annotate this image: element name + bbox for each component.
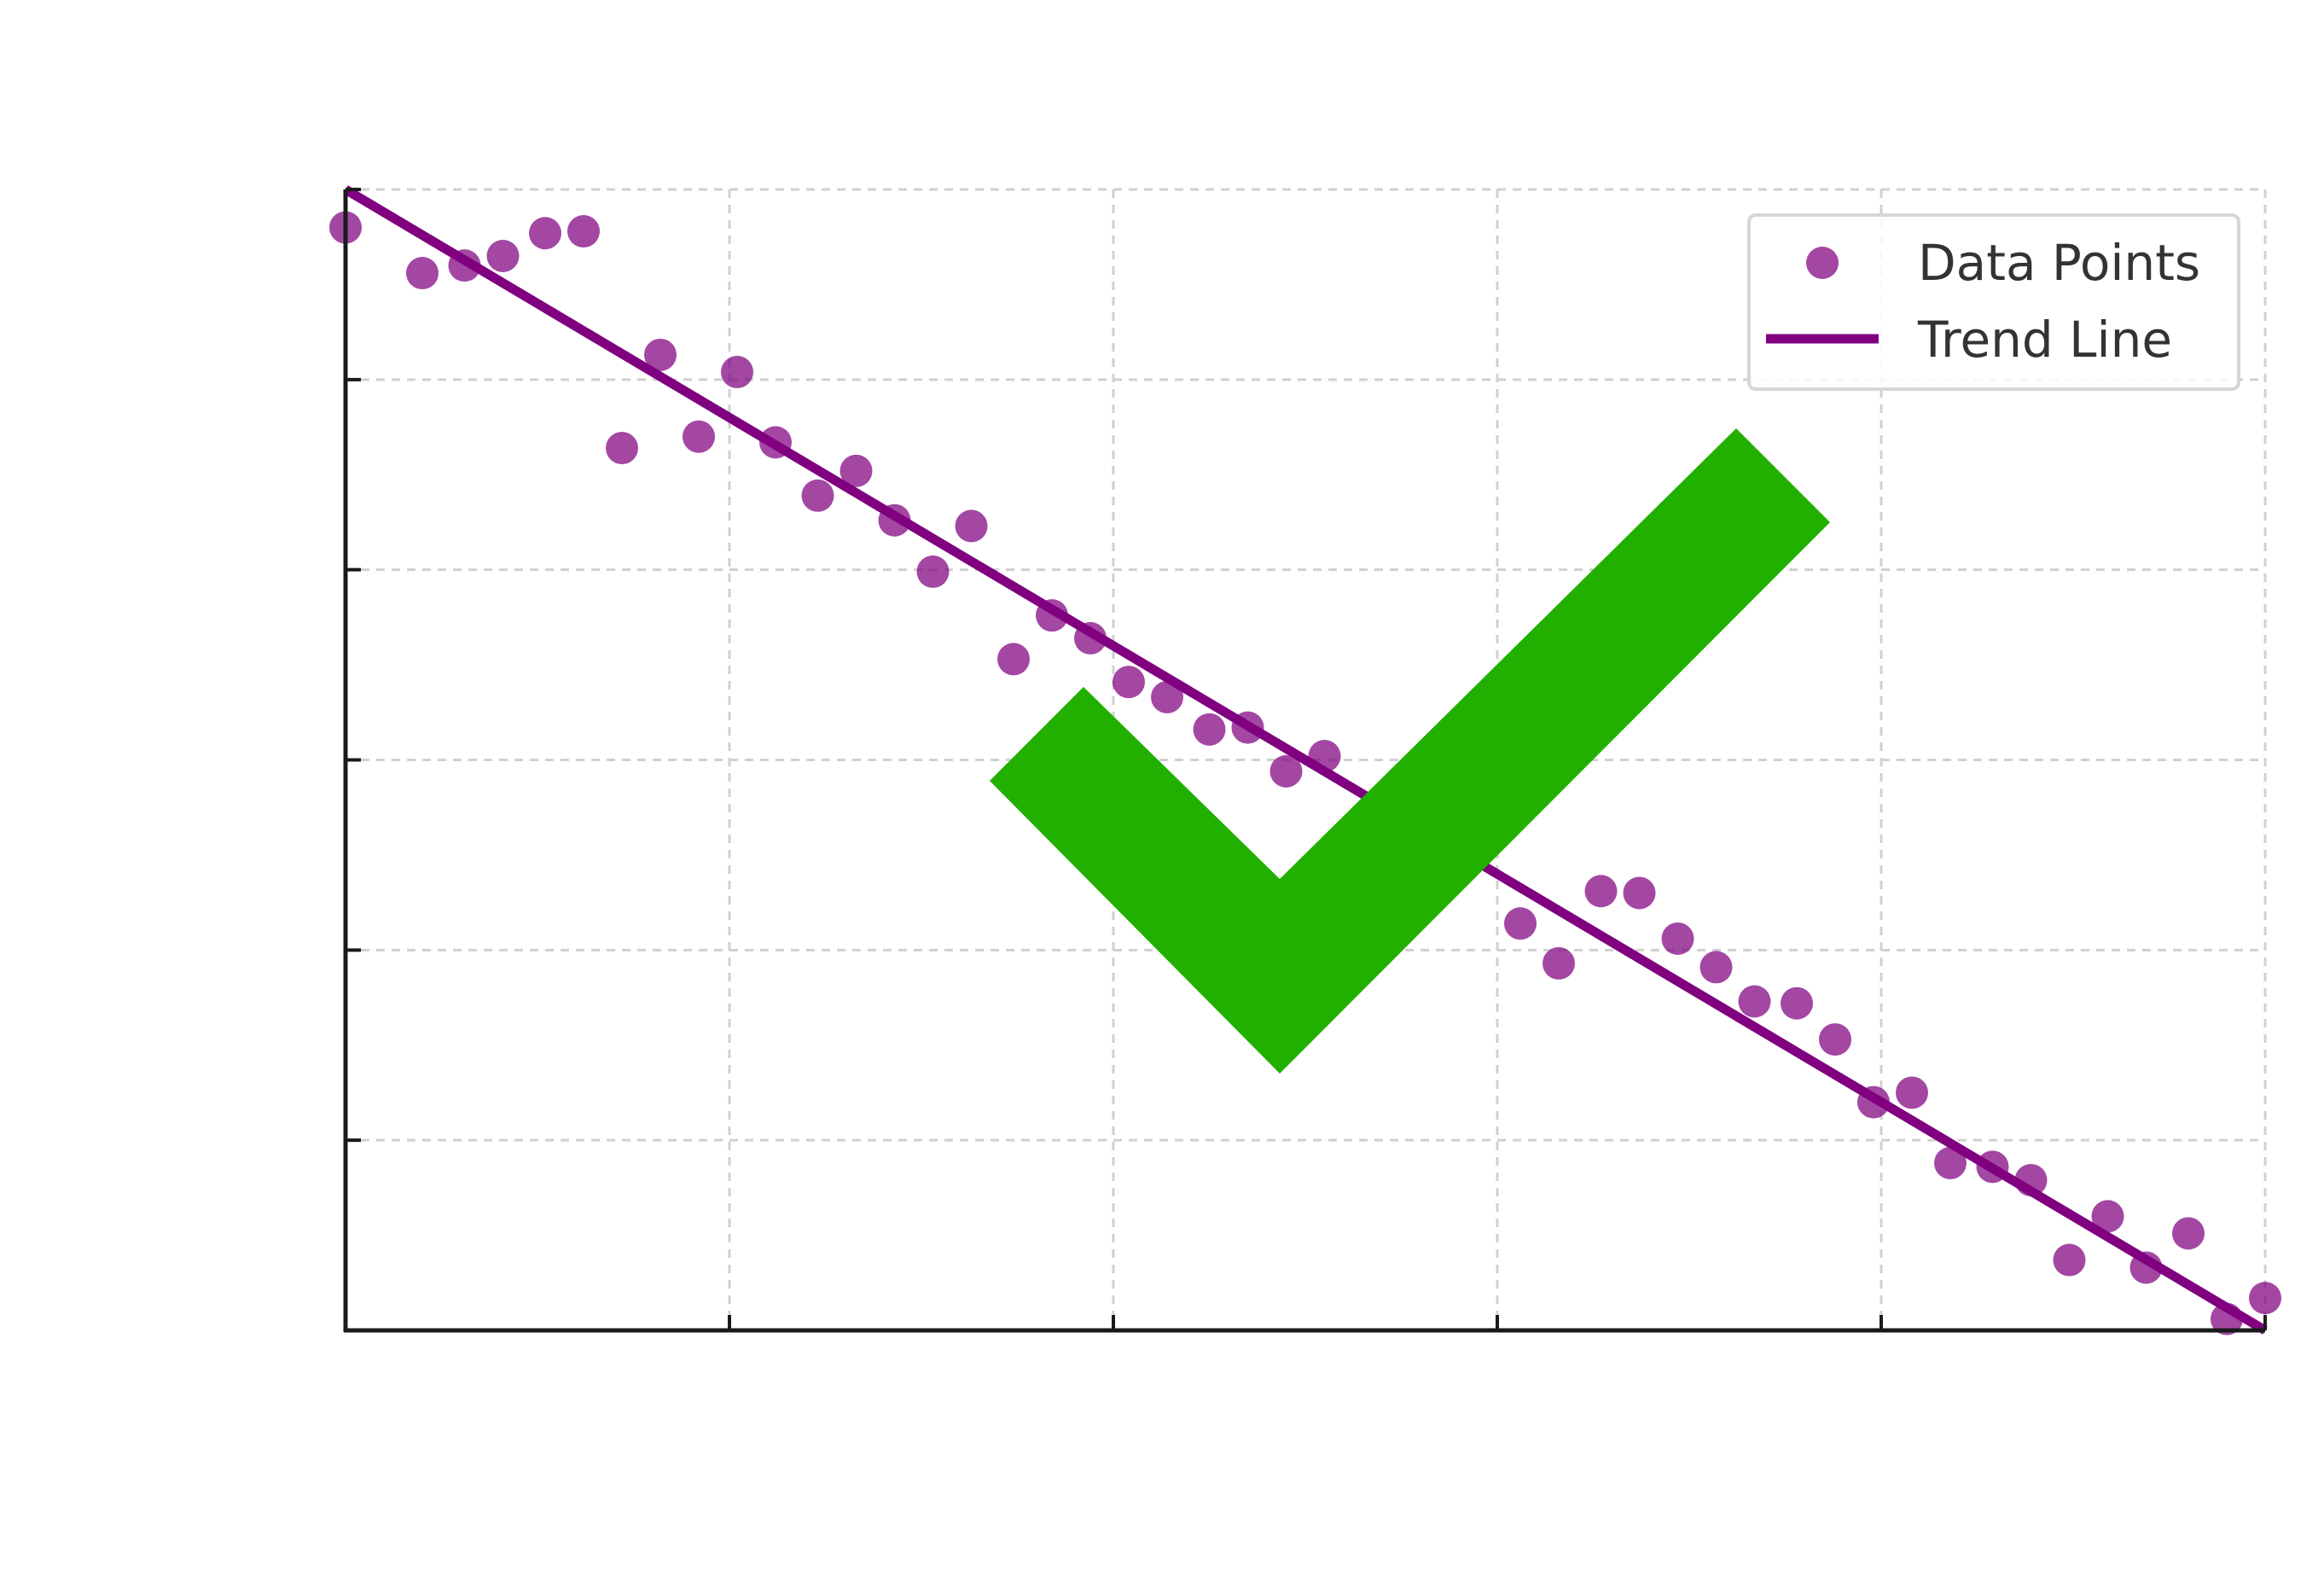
data-point: [759, 426, 792, 459]
data-point: [567, 215, 600, 248]
data-point: [1934, 1146, 1967, 1179]
data-point: [1269, 754, 1303, 788]
data-point: [2129, 1251, 2163, 1284]
data-point: [2172, 1217, 2205, 1250]
legend-marker-data-points: [1806, 247, 1839, 279]
data-point: [1231, 711, 1264, 744]
data-point: [529, 217, 561, 250]
data-point: [1857, 1085, 1890, 1119]
legend: Data Points Trend Line: [1747, 213, 2240, 391]
data-point: [840, 454, 873, 487]
data-point: [1623, 876, 1656, 910]
data-point: [2053, 1243, 2086, 1277]
data-point: [448, 249, 481, 282]
legend-label-trend-line: Trend Line: [1917, 311, 2172, 369]
data-point: [2014, 1163, 2048, 1196]
data-point: [955, 509, 988, 543]
data-point: [878, 503, 911, 537]
data-point: [2249, 1282, 2281, 1315]
legend-label-data-points: Data Points: [1918, 234, 2200, 292]
data-point: [606, 432, 638, 465]
trend-line: [343, 185, 2268, 1335]
data-point: [1074, 621, 1107, 655]
data-point: [997, 643, 1030, 676]
data-point: [1738, 985, 1771, 1018]
data-point: [683, 420, 715, 453]
data-point: [486, 239, 520, 272]
legend-box: [1747, 213, 2240, 391]
data-point: [1699, 951, 1733, 984]
data-point: [2211, 1302, 2243, 1336]
data-point: [1504, 907, 1537, 940]
data-point: [1976, 1150, 2009, 1184]
axes-layer: [343, 188, 2267, 1333]
data-point: [1308, 740, 1341, 773]
data-point: [1193, 713, 1226, 746]
data-point: [1781, 986, 1813, 1020]
data-point: [1151, 680, 1183, 713]
data-point: [1819, 1023, 1851, 1056]
data-point: [916, 555, 950, 588]
trend-layer: [343, 185, 2268, 1335]
data-point: [406, 257, 439, 290]
data-point: [2091, 1200, 2124, 1233]
data-point: [1896, 1076, 1928, 1109]
data-point: [1584, 875, 1618, 908]
data-point: [1543, 946, 1575, 980]
data-point: [1036, 599, 1068, 632]
data-point: [721, 355, 753, 388]
data-point: [1113, 666, 1145, 699]
check-mark-icon: [990, 428, 1830, 1074]
points-layer: [329, 211, 2281, 1336]
data-point: [801, 479, 834, 512]
overlay-layer: [990, 428, 1830, 1074]
data-point: [1661, 922, 1694, 955]
data-point: [644, 338, 677, 371]
